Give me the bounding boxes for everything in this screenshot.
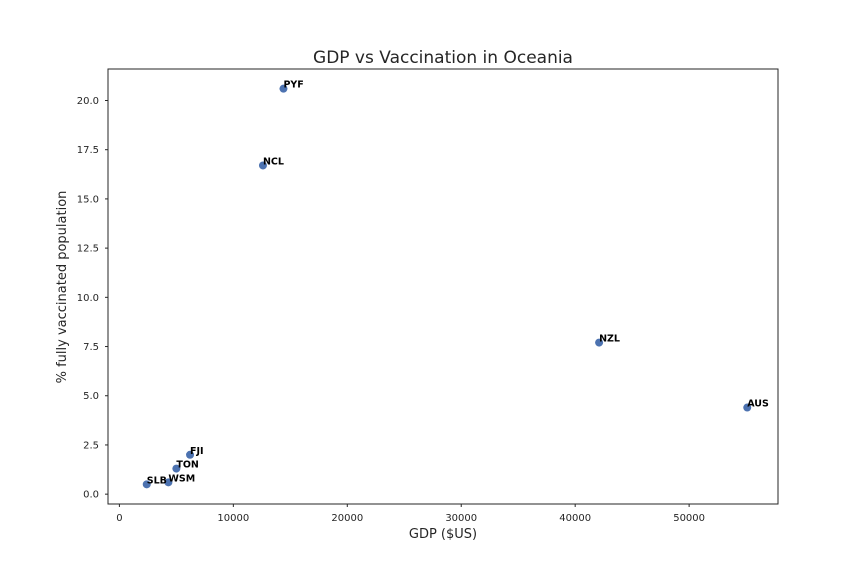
chart-title: GDP vs Vaccination in Oceania	[313, 48, 573, 68]
point-label-fji: FJI	[190, 446, 204, 457]
y-tick-label: 15.0	[77, 194, 99, 205]
plot-area-frame	[107, 68, 779, 505]
y-tick-label: 10.0	[77, 293, 99, 304]
point-label-wsm: WSM	[168, 473, 195, 484]
x-tick-label: 0	[116, 513, 122, 524]
x-tick-label: 10000	[217, 513, 249, 524]
point-label-slb: SLB	[147, 475, 167, 486]
x-axis-ticks: 0 10000 20000 30000 40000 50000	[116, 504, 705, 524]
point-label-ton: TON	[176, 460, 199, 471]
point-label-pyf: PYF	[283, 80, 303, 91]
y-axis-ticks: 0.0 2.5 5.0 7.5 10.0 12.5 15.0 17.5 20.0	[77, 96, 108, 501]
x-tick-label: 30000	[445, 513, 477, 524]
y-axis-label: % fully vaccinated population	[55, 191, 70, 384]
y-tick-label: 20.0	[77, 96, 99, 107]
scatter-point-wsm	[164, 478, 173, 487]
scatter-point-nzl	[595, 338, 604, 347]
y-tick-label: 7.5	[83, 342, 99, 353]
scatter-point-aus	[743, 403, 752, 412]
scatter-point-slb	[142, 480, 151, 489]
point-label-ncl: NCL	[263, 156, 284, 167]
scatter-point-ncl	[258, 161, 267, 170]
y-tick-label: 2.5	[83, 440, 99, 451]
x-tick-label: 40000	[559, 513, 591, 524]
x-tick-label: 50000	[673, 513, 705, 524]
scatter-point-ton	[172, 464, 181, 473]
scatter-point-pyf	[279, 84, 288, 93]
x-axis-label: GDP ($US)	[409, 527, 477, 542]
scatter-point-fji	[186, 450, 195, 459]
y-tick-label: 12.5	[77, 244, 99, 255]
x-tick-label: 20000	[331, 513, 363, 524]
point-label-aus: AUS	[747, 399, 769, 410]
y-tick-label: 5.0	[83, 391, 99, 402]
y-tick-label: 17.5	[77, 145, 99, 156]
y-tick-label: 0.0	[83, 490, 99, 501]
point-label-nzl: NZL	[599, 334, 620, 345]
